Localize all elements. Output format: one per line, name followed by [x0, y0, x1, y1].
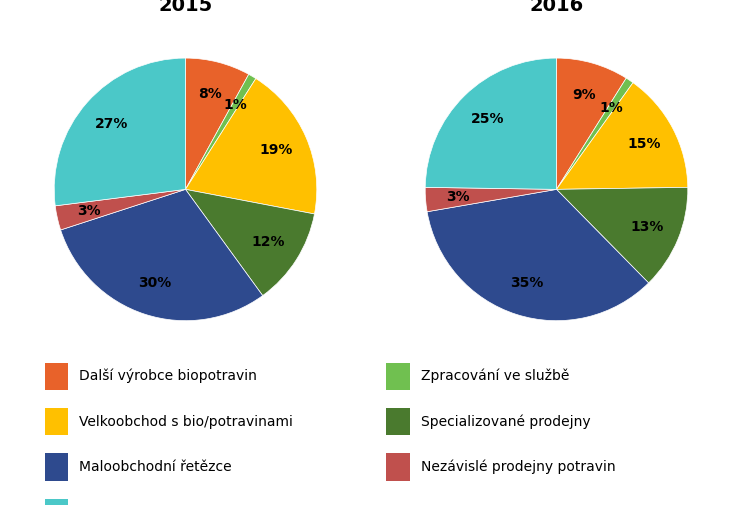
- Text: 27%: 27%: [95, 117, 128, 131]
- Wedge shape: [556, 78, 633, 189]
- Text: 15%: 15%: [627, 137, 660, 150]
- Text: Velkoobchod s bio/potravinami: Velkoobchod s bio/potravinami: [79, 415, 293, 429]
- FancyBboxPatch shape: [45, 453, 68, 481]
- Text: 12%: 12%: [252, 235, 286, 249]
- Title: 2015: 2015: [158, 0, 213, 15]
- FancyBboxPatch shape: [386, 453, 410, 481]
- Wedge shape: [54, 58, 186, 206]
- Wedge shape: [186, 189, 315, 295]
- Text: 30%: 30%: [139, 276, 171, 290]
- Text: 1%: 1%: [224, 97, 248, 112]
- Text: 1%: 1%: [600, 100, 623, 115]
- FancyBboxPatch shape: [45, 499, 68, 505]
- Wedge shape: [61, 189, 263, 321]
- Title: 2016: 2016: [529, 0, 584, 15]
- Wedge shape: [425, 58, 556, 189]
- Wedge shape: [186, 78, 317, 214]
- Wedge shape: [55, 189, 185, 230]
- Text: 35%: 35%: [510, 276, 543, 290]
- FancyBboxPatch shape: [45, 363, 68, 390]
- Text: 3%: 3%: [78, 204, 101, 218]
- FancyBboxPatch shape: [386, 408, 410, 435]
- Text: Nezávislé prodejny potravin: Nezávislé prodejny potravin: [421, 460, 615, 474]
- Wedge shape: [186, 58, 249, 189]
- Wedge shape: [556, 187, 688, 283]
- Text: Další výrobce biopotravin: Další výrobce biopotravin: [79, 369, 257, 383]
- Text: 19%: 19%: [259, 143, 292, 157]
- Text: 13%: 13%: [631, 220, 664, 234]
- Text: 3%: 3%: [447, 190, 470, 204]
- Wedge shape: [556, 83, 688, 189]
- Wedge shape: [425, 187, 556, 212]
- Wedge shape: [427, 189, 649, 321]
- Text: Zpracování ve službě: Zpracování ve službě: [421, 369, 569, 383]
- FancyBboxPatch shape: [45, 408, 68, 435]
- Text: 25%: 25%: [470, 112, 504, 126]
- FancyBboxPatch shape: [386, 363, 410, 390]
- Wedge shape: [556, 58, 626, 189]
- Text: Specializované prodejny: Specializované prodejny: [421, 415, 591, 429]
- Wedge shape: [186, 74, 256, 189]
- Text: 8%: 8%: [198, 87, 222, 101]
- Text: Maloobchodní řetězce: Maloobchodní řetězce: [79, 460, 232, 474]
- Text: 9%: 9%: [572, 88, 596, 102]
